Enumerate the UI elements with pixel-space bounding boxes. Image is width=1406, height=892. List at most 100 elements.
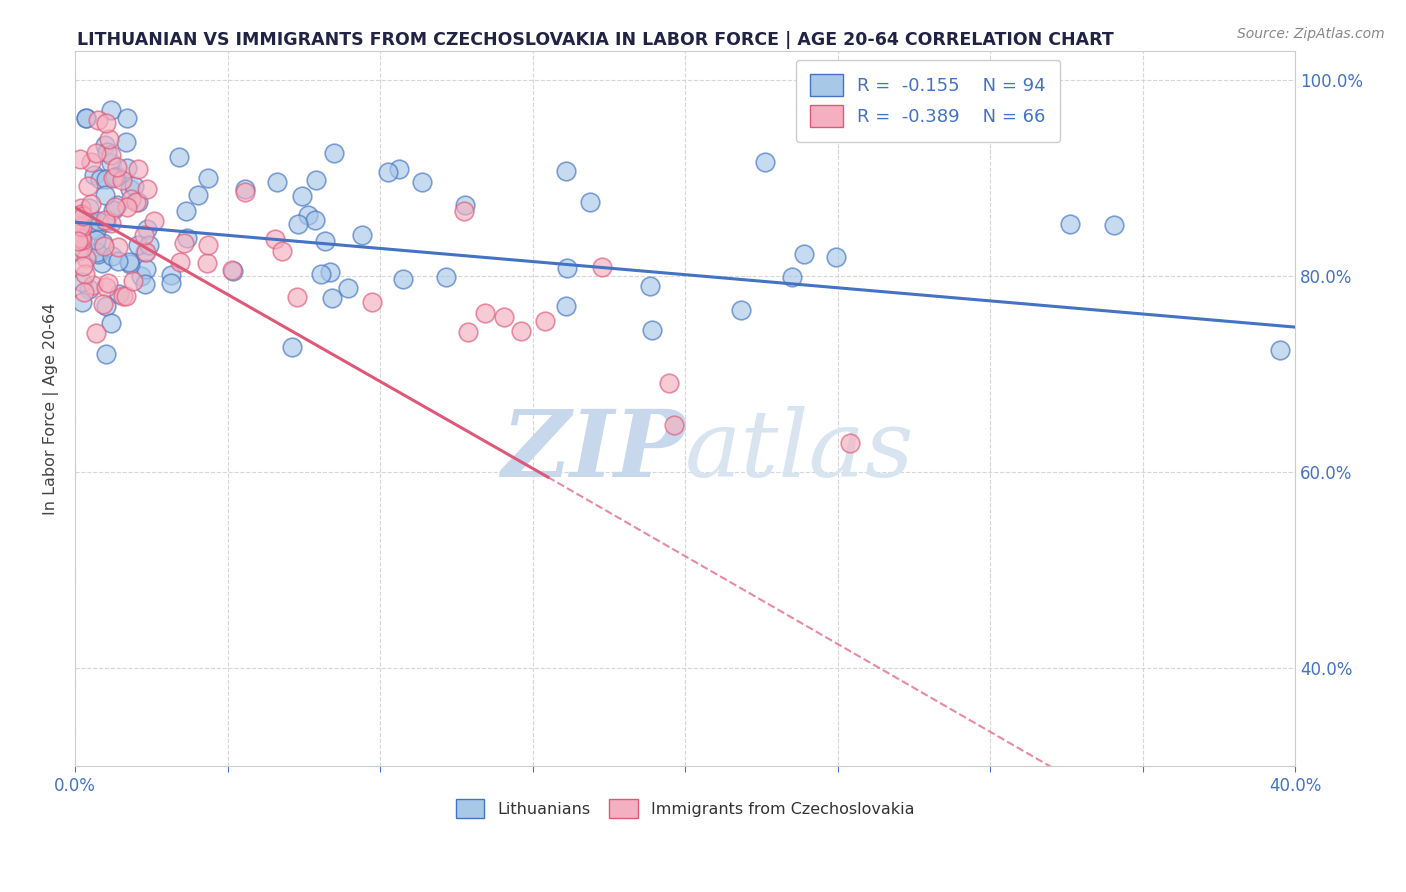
- Point: [730, 303, 752, 318]
- Point: [107, 239, 129, 253]
- Point: [91, 236, 114, 251]
- Point: [321, 291, 343, 305]
- Point: [94, 116, 117, 130]
- Point: [1268, 343, 1291, 357]
- Point: [94, 215, 117, 229]
- Point: [67, 234, 90, 248]
- Point: [388, 162, 411, 177]
- Point: [555, 261, 578, 276]
- Point: [134, 277, 156, 291]
- Point: [291, 189, 314, 203]
- Point: [127, 195, 149, 210]
- Point: [94, 212, 117, 227]
- Point: [118, 254, 141, 268]
- Point: [197, 238, 219, 252]
- Point: [86, 244, 108, 259]
- Point: [111, 288, 134, 302]
- Point: [350, 228, 373, 243]
- Point: [135, 244, 157, 259]
- Point: [115, 112, 138, 126]
- Point: [457, 325, 479, 339]
- Point: [638, 279, 661, 293]
- Point: [100, 148, 122, 162]
- Point: [104, 201, 127, 215]
- Point: [105, 169, 128, 183]
- Point: [75, 268, 97, 282]
- Point: [67, 244, 90, 258]
- Point: [80, 215, 103, 229]
- Point: [554, 164, 576, 178]
- Point: [72, 260, 94, 274]
- Point: [96, 145, 118, 160]
- Point: [87, 213, 110, 227]
- Point: [101, 249, 124, 263]
- Point: [120, 192, 142, 206]
- Point: [197, 256, 219, 270]
- Point: [84, 326, 107, 340]
- Point: [287, 217, 309, 231]
- Point: [72, 233, 94, 247]
- Point: [83, 168, 105, 182]
- Point: [641, 323, 664, 337]
- Point: [135, 261, 157, 276]
- Point: [135, 222, 157, 236]
- Point: [104, 169, 127, 184]
- Point: [127, 161, 149, 176]
- Point: [266, 175, 288, 189]
- Point: [97, 276, 120, 290]
- Point: [111, 172, 134, 186]
- Point: [138, 238, 160, 252]
- Point: [197, 171, 219, 186]
- Point: [115, 289, 138, 303]
- Point: [222, 264, 245, 278]
- Point: [70, 275, 93, 289]
- Legend: Lithuanians, Immigrants from Czechoslovakia: Lithuanians, Immigrants from Czechoslova…: [447, 790, 922, 826]
- Point: [124, 195, 146, 210]
- Point: [474, 305, 496, 319]
- Point: [122, 274, 145, 288]
- Point: [83, 221, 105, 235]
- Point: [101, 171, 124, 186]
- Point: [304, 212, 326, 227]
- Point: [1059, 217, 1081, 231]
- Point: [100, 216, 122, 230]
- Point: [75, 111, 97, 125]
- Point: [76, 179, 98, 194]
- Point: [82, 277, 104, 292]
- Point: [176, 231, 198, 245]
- Point: [314, 234, 336, 248]
- Point: [143, 214, 166, 228]
- Point: [69, 153, 91, 167]
- Point: [159, 276, 181, 290]
- Text: Source: ZipAtlas.com: Source: ZipAtlas.com: [1237, 27, 1385, 41]
- Point: [591, 260, 613, 275]
- Point: [160, 268, 183, 282]
- Text: LITHUANIAN VS IMMIGRANTS FROM CZECHOSLOVAKIA IN LABOR FORCE | AGE 20-64 CORRELAT: LITHUANIAN VS IMMIGRANTS FROM CZECHOSLOV…: [77, 31, 1114, 49]
- Point: [319, 265, 342, 279]
- Point: [658, 376, 681, 391]
- Point: [87, 113, 110, 128]
- Point: [132, 228, 155, 243]
- Point: [264, 232, 287, 246]
- Point: [98, 132, 121, 146]
- Point: [554, 299, 576, 313]
- Point: [323, 146, 346, 161]
- Point: [453, 204, 475, 219]
- Point: [221, 262, 243, 277]
- Point: [838, 436, 860, 450]
- Point: [174, 204, 197, 219]
- Point: [825, 250, 848, 264]
- Point: [96, 347, 118, 361]
- Point: [235, 182, 257, 196]
- Point: [169, 255, 191, 269]
- Point: [70, 241, 93, 255]
- Point: [309, 268, 332, 282]
- Point: [100, 103, 122, 118]
- Point: [93, 239, 115, 253]
- Point: [75, 251, 97, 265]
- Point: [70, 295, 93, 310]
- Point: [70, 207, 93, 221]
- Point: [89, 172, 111, 186]
- Point: [434, 269, 457, 284]
- Point: [754, 155, 776, 169]
